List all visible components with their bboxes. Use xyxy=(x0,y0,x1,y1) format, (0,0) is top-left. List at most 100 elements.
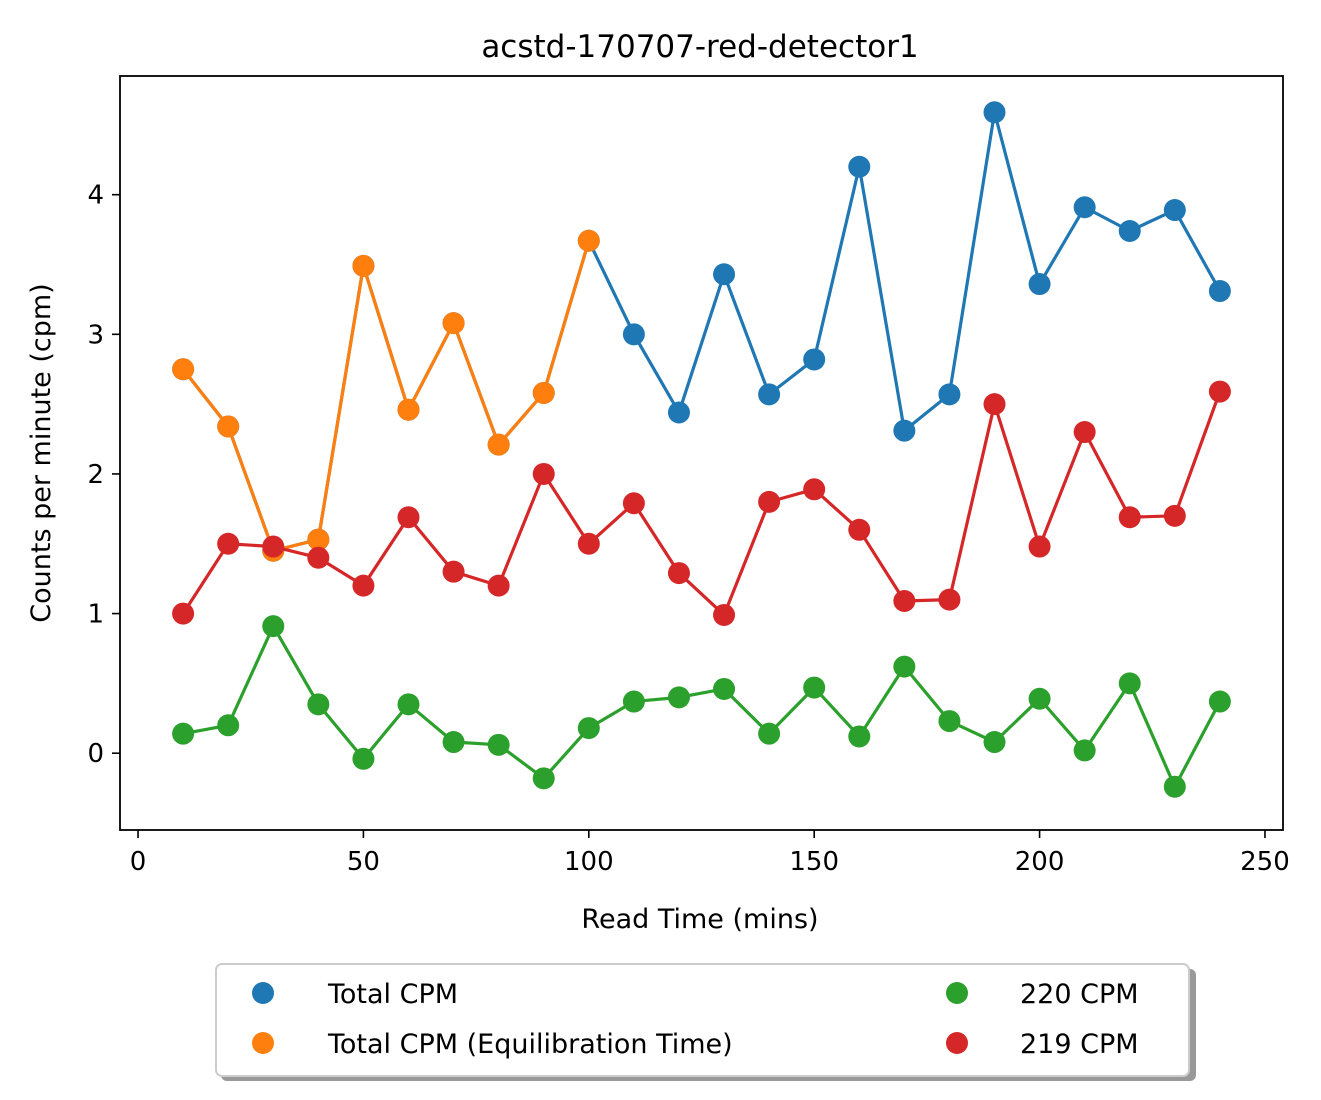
series-layer xyxy=(172,101,1231,798)
x-tick-label: 150 xyxy=(789,847,839,877)
x-tick-label: 200 xyxy=(1015,847,1065,877)
legend-marker xyxy=(252,1032,274,1054)
data-point xyxy=(352,747,375,770)
y-axis-label: Counts per minute (cpm) xyxy=(26,283,57,622)
data-point xyxy=(983,393,1006,416)
series-line xyxy=(181,239,591,553)
data-point xyxy=(1028,535,1051,558)
series-1 xyxy=(172,229,600,562)
data-point xyxy=(713,677,736,700)
data-point xyxy=(172,358,195,381)
data-point xyxy=(487,433,510,456)
data-point xyxy=(352,574,375,597)
data-point xyxy=(622,323,645,346)
plot-area xyxy=(119,75,1284,831)
data-point xyxy=(983,101,1006,124)
data-point xyxy=(217,532,240,555)
data-point xyxy=(1208,380,1231,403)
data-point xyxy=(803,676,826,699)
data-point xyxy=(397,398,420,421)
data-point xyxy=(1028,687,1051,710)
y-tick-label: 1 xyxy=(87,600,104,630)
data-point xyxy=(307,693,330,716)
data-point xyxy=(803,478,826,501)
data-point xyxy=(442,731,465,754)
x-tick-label: 0 xyxy=(130,847,147,877)
data-point xyxy=(622,690,645,713)
data-point xyxy=(1208,690,1231,713)
data-point xyxy=(1118,506,1141,529)
data-point xyxy=(938,588,961,611)
data-point xyxy=(713,603,736,626)
data-point xyxy=(262,615,285,638)
legend-marker xyxy=(946,982,968,1004)
data-point xyxy=(397,693,420,716)
data-point xyxy=(893,655,916,678)
data-point xyxy=(1073,196,1096,219)
series-line xyxy=(181,624,1222,789)
data-point xyxy=(1163,775,1186,798)
data-point xyxy=(667,401,690,424)
data-point xyxy=(577,532,600,555)
legend-marker xyxy=(252,982,274,1004)
data-point xyxy=(893,590,916,613)
x-tick-label: 100 xyxy=(564,847,614,877)
legend-label: Total CPM (Equilibration Time) xyxy=(327,1029,733,1060)
data-point xyxy=(713,263,736,286)
data-point xyxy=(667,686,690,709)
data-point xyxy=(1073,739,1096,762)
x-tick-label: 50 xyxy=(347,847,380,877)
x-axis-ticks: 0 50 100 150 200 250 xyxy=(130,830,1290,877)
data-point xyxy=(758,722,781,745)
data-point xyxy=(983,731,1006,754)
data-point xyxy=(352,254,375,277)
legend-marker xyxy=(946,1032,968,1054)
data-point xyxy=(848,155,871,178)
data-point xyxy=(217,415,240,438)
data-point xyxy=(1163,199,1186,222)
series-3 xyxy=(172,380,1231,626)
data-point xyxy=(307,546,330,569)
x-axis-label: Read Time (mins) xyxy=(581,904,818,935)
x-tick-label: 250 xyxy=(1240,847,1290,877)
data-point xyxy=(532,462,555,485)
data-point xyxy=(532,381,555,404)
y-tick-label: 3 xyxy=(87,320,104,350)
legend: Total CPM Total CPM (Equilibration Time) 2… xyxy=(215,963,1196,1081)
legend-label: 220 CPM xyxy=(1020,979,1139,1010)
data-point xyxy=(803,348,826,371)
data-point xyxy=(1208,280,1231,303)
data-point xyxy=(532,767,555,790)
data-point xyxy=(1118,672,1141,695)
data-point xyxy=(577,229,600,252)
legend-label: Total CPM xyxy=(327,979,458,1010)
data-point xyxy=(758,490,781,513)
legend-items: Total CPM Total CPM (Equilibration Time) 2… xyxy=(252,979,1139,1060)
data-point xyxy=(262,535,285,558)
data-point xyxy=(938,383,961,406)
data-point xyxy=(172,722,195,745)
data-point xyxy=(758,383,781,406)
data-point xyxy=(172,602,195,625)
plot-frame xyxy=(119,75,1284,831)
data-point xyxy=(1118,219,1141,242)
y-tick-label: 2 xyxy=(87,460,104,490)
data-point xyxy=(1073,421,1096,444)
data-point xyxy=(893,419,916,442)
data-point xyxy=(848,725,871,748)
data-point xyxy=(397,506,420,529)
data-point xyxy=(667,562,690,585)
data-point xyxy=(938,710,961,733)
data-point xyxy=(442,560,465,583)
y-tick-label: 4 xyxy=(87,181,104,211)
data-point xyxy=(622,492,645,515)
y-axis-ticks: 0 1 2 3 4 xyxy=(87,181,120,769)
data-point xyxy=(1163,504,1186,527)
data-point xyxy=(487,574,510,597)
data-point xyxy=(577,717,600,740)
chart-title: acstd-170707-red-detector1 xyxy=(481,29,918,65)
legend-box xyxy=(215,963,1190,1077)
data-point xyxy=(487,733,510,756)
data-point xyxy=(307,528,330,551)
